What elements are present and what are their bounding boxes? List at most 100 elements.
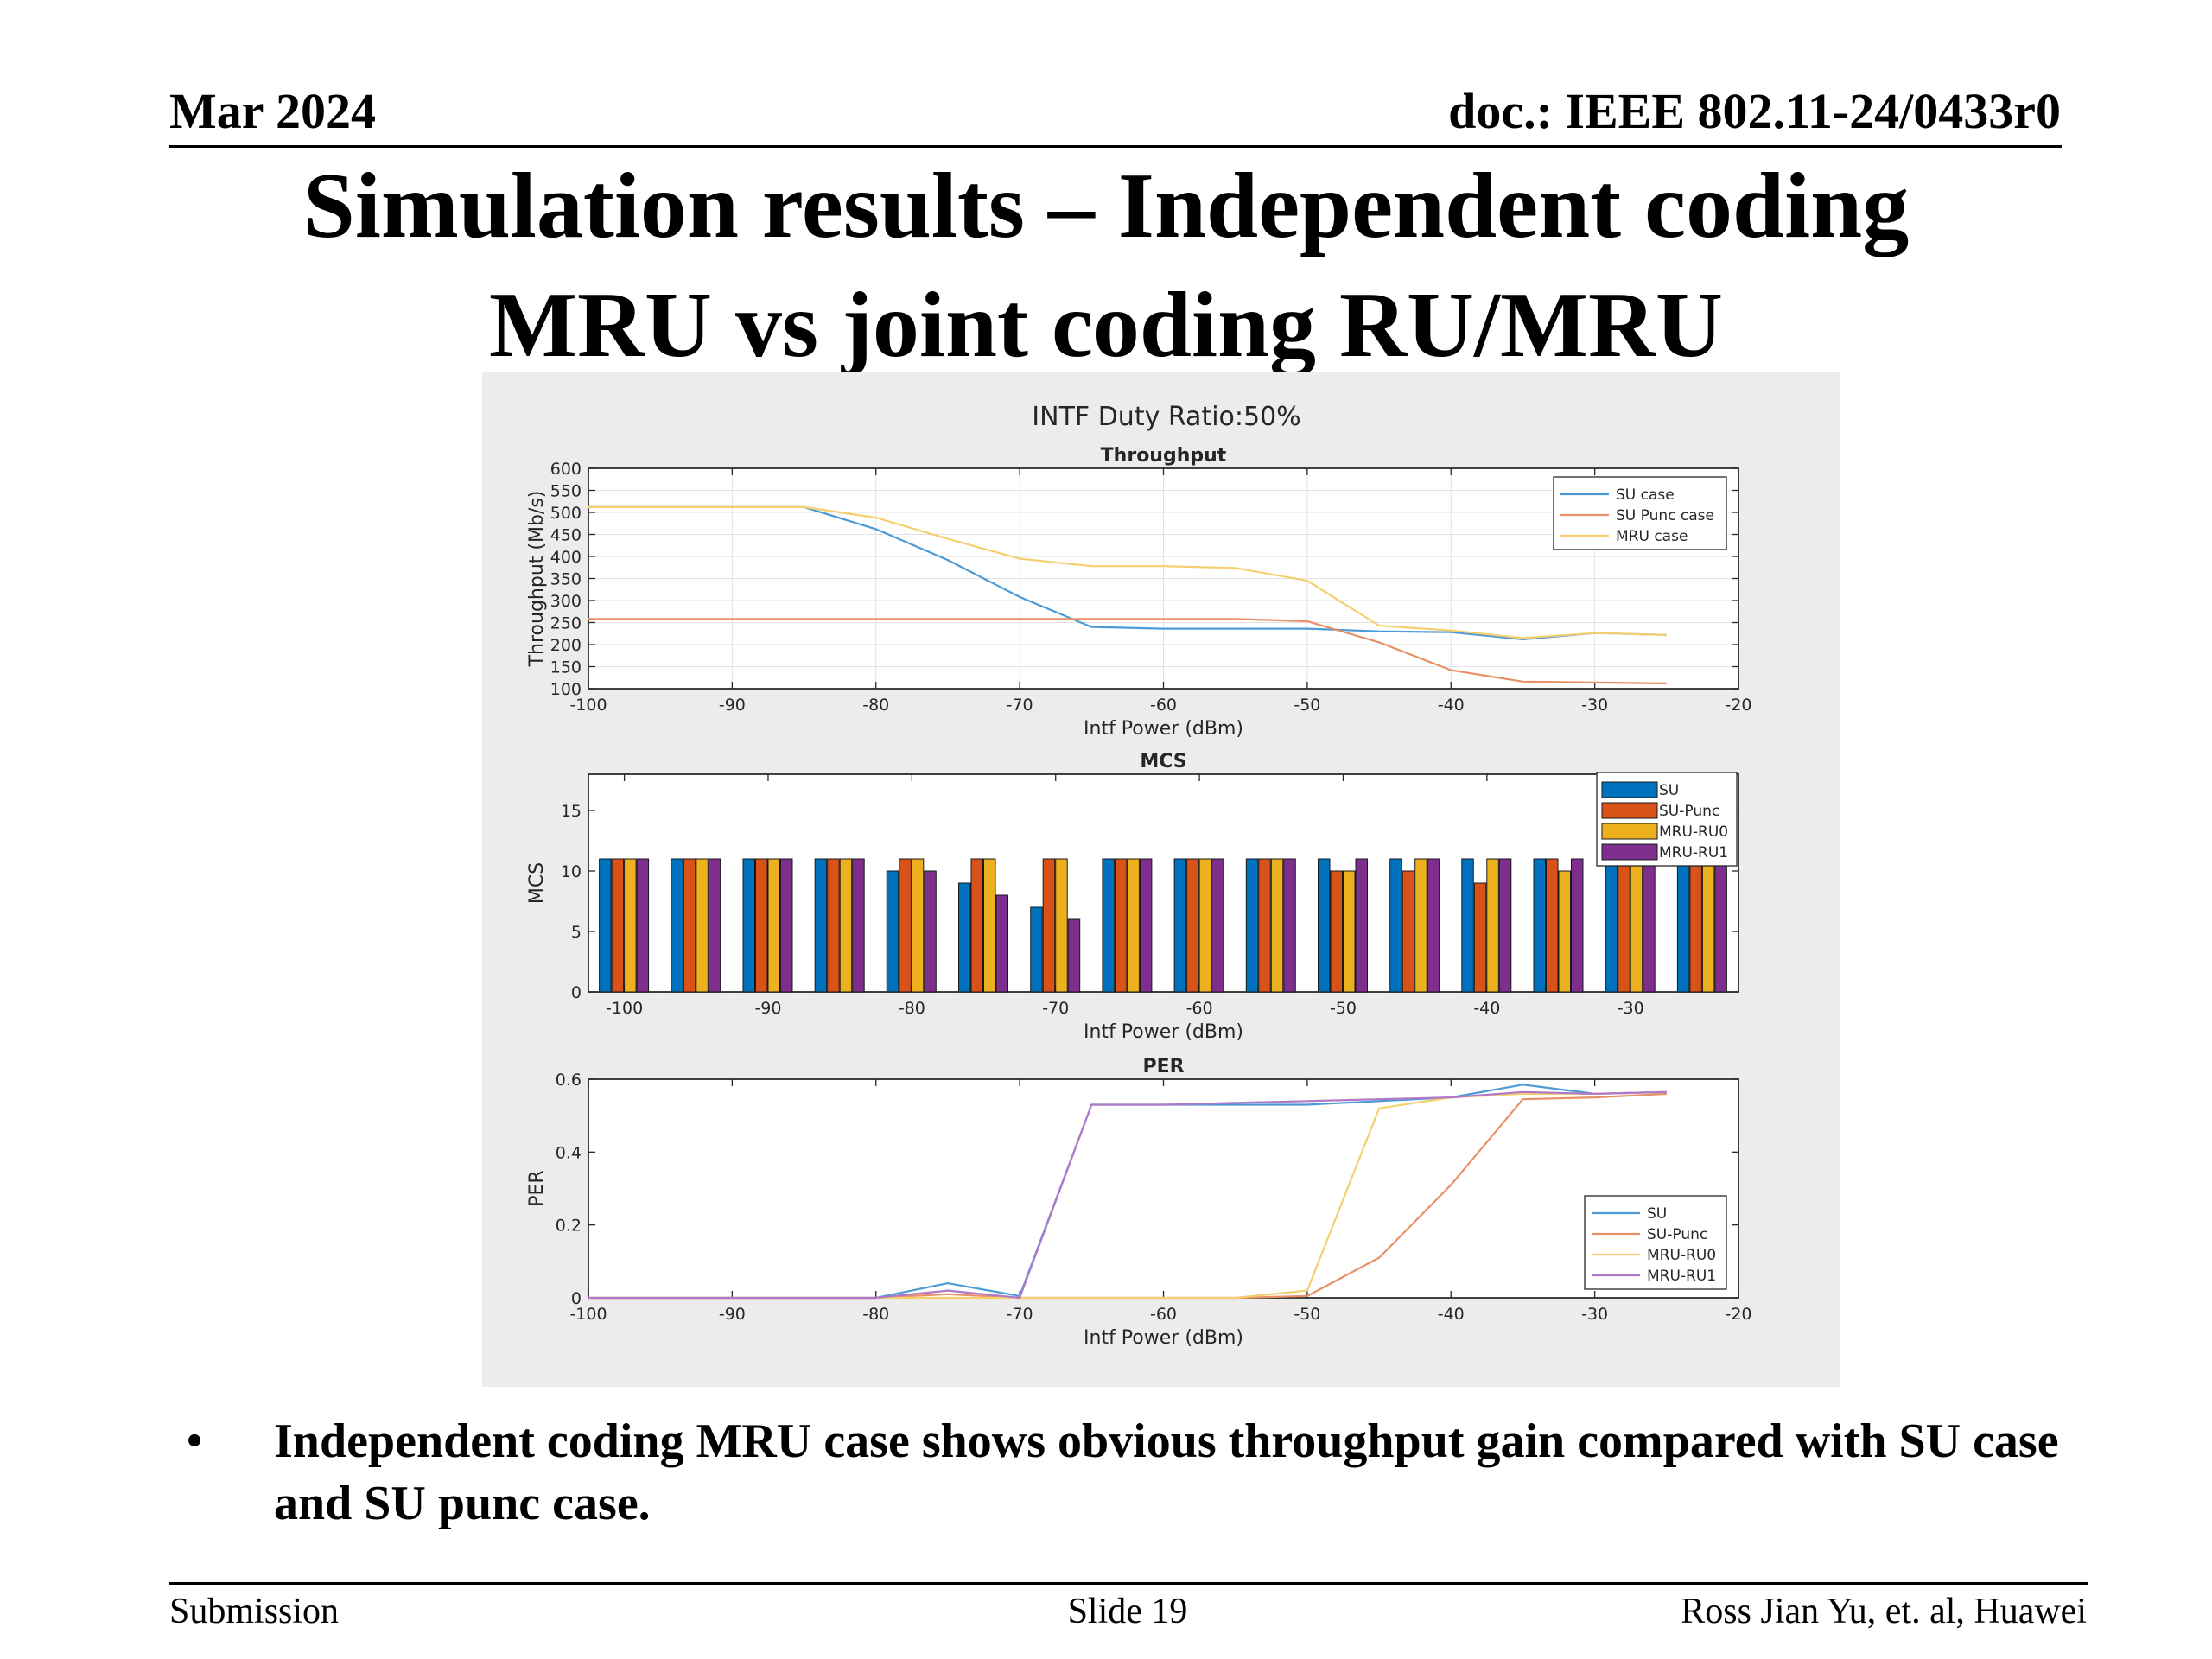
chart2-bar	[1030, 906, 1043, 993]
chart1-x-tick-label: -60	[1150, 696, 1177, 715]
chart2-bar	[1714, 858, 1727, 993]
figure-svg: INTF Duty Ratio:50% Throughput -100 -90 -80…	[526, 402, 1752, 1349]
chart2-bar	[1676, 858, 1690, 993]
chart2-bar	[1139, 858, 1153, 993]
chart2-bar	[1211, 858, 1224, 993]
chart2-bar	[1689, 858, 1702, 993]
chart2-bar	[1270, 858, 1284, 993]
chart3-x-tick-label: -90	[719, 1305, 746, 1324]
chart1-y-tick-label: 500	[550, 504, 582, 523]
chart2-bar	[1486, 858, 1499, 993]
chart1-x-tick-label: -80	[862, 696, 889, 715]
chart1-y-tick-label: 400	[550, 548, 582, 567]
chart3-legend-label: MRU-RU1	[1647, 1268, 1716, 1285]
chart2-bar	[1389, 858, 1402, 993]
chart2-bar	[1102, 858, 1115, 993]
chart2-bar	[970, 858, 983, 993]
chart2-bar	[1558, 870, 1571, 993]
chart3-y-tick-label: 0.6	[556, 1071, 582, 1090]
chart1-x-axis-label: Intf Power (dBm)	[1084, 718, 1243, 740]
chart2-x-tick-label: -100	[606, 999, 643, 1018]
chart1-y-tick-label: 550	[550, 482, 582, 501]
bullet-marker: •	[187, 1416, 203, 1465]
footer-author: Ross Jian Yu, et. al, Huawei	[1681, 1592, 2087, 1631]
chart2-legend-label: MRU-RU1	[1659, 844, 1728, 861]
chart1-series-line-2	[588, 618, 1667, 684]
chart2-bar	[1427, 858, 1440, 993]
chart2-bar	[1533, 858, 1546, 993]
chart2-bar	[899, 858, 912, 993]
chart2-bar	[1402, 870, 1415, 993]
chart1-legend-label: SU case	[1616, 486, 1675, 504]
chart1-y-tick-label: 600	[550, 460, 582, 479]
chart2-bar	[671, 858, 683, 993]
footer-rule	[169, 1582, 2088, 1585]
chart2-bar	[767, 858, 780, 993]
chart3-x-tick-label: -30	[1581, 1305, 1608, 1324]
chart2-bar	[755, 858, 768, 993]
chart2-x-tick-label: -30	[1618, 999, 1644, 1018]
chart2-bar	[1067, 918, 1081, 993]
chart2-bar	[911, 858, 925, 993]
chart2-bar	[1318, 858, 1331, 993]
chart2-bar	[742, 858, 755, 993]
chart3-y-tick-label: 0.4	[556, 1143, 582, 1162]
chart2-bar	[624, 858, 637, 993]
footer-left: Submission	[169, 1592, 340, 1631]
chart1-series-line-3	[588, 505, 1667, 639]
chart2-bar	[1605, 858, 1618, 993]
chart2-bar	[1701, 858, 1715, 993]
figure-panel: INTF Duty Ratio:50% Throughput -100 -90 -80…	[482, 372, 1840, 1387]
chart2-bar	[1355, 858, 1368, 993]
chart1-legend-label: MRU case	[1616, 528, 1688, 545]
chart2-bar	[1546, 858, 1559, 993]
chart2-bar	[1042, 858, 1056, 993]
chart3-x-tick-label: -20	[1725, 1305, 1751, 1324]
chart2-legend-swatch	[1601, 802, 1658, 819]
chart2-legend-swatch	[1601, 823, 1658, 840]
chart2-x-tick-label: -50	[1330, 999, 1357, 1018]
chart2-bar	[852, 858, 865, 993]
chart2-bar	[814, 858, 828, 993]
chart1-x-tick-label: -100	[569, 696, 607, 715]
chart2-bar	[1473, 882, 1487, 993]
chart1-x-tick-label: -40	[1438, 696, 1465, 715]
chart2-bar	[1245, 858, 1259, 993]
chart2-bar	[995, 894, 1008, 993]
chart1-x-tick-label: -20	[1725, 696, 1751, 715]
chart2-bar	[636, 858, 650, 993]
chart2-bar	[983, 858, 996, 993]
chart2-bar	[611, 858, 625, 993]
chart1-y-tick-label: 100	[550, 680, 582, 699]
chart2-bar	[1618, 858, 1630, 993]
chart2-bar	[1330, 870, 1343, 993]
bullet-text: Independent coding MRU case shows obviou…	[274, 1414, 2059, 1530]
chart1-y-tick-label: 300	[550, 592, 582, 611]
slide-title-line2: MRU vs joint coding RU/MRU	[489, 274, 1723, 377]
chart1-y-tick-label: 200	[550, 636, 582, 655]
chart2-bar	[1173, 858, 1187, 993]
chart2-legend-swatch	[1601, 781, 1658, 798]
chart3-series-line-4	[588, 1090, 1667, 1300]
chart3-y-axis-label: PER	[526, 1170, 548, 1206]
chart1-y-tick-label: 150	[550, 658, 582, 677]
chart1-y-tick-label: 450	[550, 526, 582, 545]
chart2-legend-swatch	[1601, 843, 1658, 861]
chart3-x-axis-label: Intf Power (dBm)	[1084, 1327, 1243, 1349]
chart3-x-tick-label: -40	[1438, 1305, 1465, 1324]
header-doc-id: doc.: IEEE 802.11-24/0433r0	[1448, 83, 2061, 139]
chart2-bar	[599, 858, 612, 993]
chart1-y-tick-label: 250	[550, 614, 582, 633]
chart2-bar	[708, 858, 721, 993]
chart2-bar	[1643, 858, 1656, 993]
chart2-legend-label: SU-Punc	[1659, 803, 1719, 820]
chart3-x-tick-label: -60	[1150, 1305, 1177, 1324]
chart2-plot-frame	[588, 773, 1739, 993]
chart3-y-tick-label: 0.2	[556, 1217, 582, 1236]
chart2-bar	[780, 858, 793, 993]
chart2-y-tick-label: 5	[571, 923, 582, 942]
chart2-bar	[1630, 858, 1643, 993]
chart1-y-axis-label: Throughput (Mb/s)	[526, 491, 548, 668]
chart1-x-tick-label: -30	[1581, 696, 1608, 715]
chart1-plot-frame	[588, 467, 1739, 690]
